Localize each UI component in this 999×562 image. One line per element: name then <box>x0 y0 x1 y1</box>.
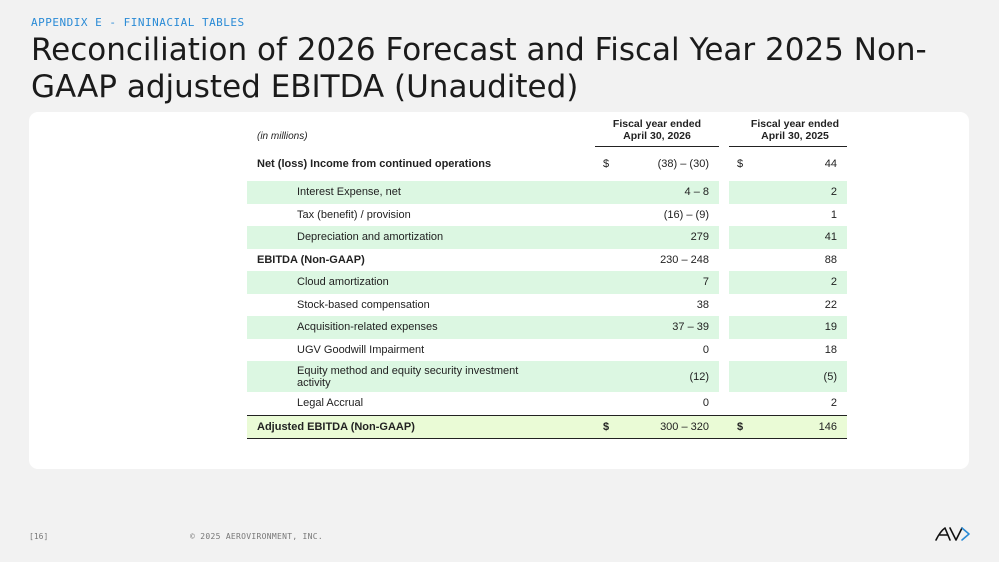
value-2025: 18 <box>824 343 837 356</box>
value-2026: 37 – 39 <box>629 316 719 339</box>
eyebrow-label: APPENDIX E - FININACIAL TABLES <box>31 16 245 29</box>
value-2026: 0 <box>702 343 709 356</box>
row-label: Stock-based compensation <box>297 298 430 311</box>
row-label: Equity method and equity security invest… <box>247 361 595 392</box>
page-title: Reconciliation of 2026 Forecast and Fisc… <box>31 32 927 105</box>
currency-symbol: $ <box>595 414 629 439</box>
reconciliation-table: (in millions) Fiscal year ended April 30… <box>247 118 847 439</box>
value-2025: 44 <box>824 158 837 170</box>
table-row: Depreciation and amortization 279 41 <box>247 226 847 249</box>
row-label: EBITDA (Non-GAAP) <box>257 253 365 266</box>
row-label: Depreciation and amortization <box>247 226 595 249</box>
table-row: UGV Goodwill Impairment 0 18 <box>247 339 847 362</box>
table-row: Tax (benefit) / provision (16) – (9) 1 <box>247 204 847 227</box>
value-2026: (38) – (30) <box>657 158 709 170</box>
value-2025: 88 <box>824 253 837 266</box>
table-row: Acquisition-related expenses 37 – 39 19 <box>247 316 847 339</box>
table-row: Net (loss) Income from continued operati… <box>247 147 847 182</box>
value-2026: (12) <box>629 361 719 392</box>
value-2025: 1 <box>830 208 837 221</box>
units-label: (in millions) <box>257 130 308 142</box>
row-label: Interest Expense, net <box>247 181 595 204</box>
row-label: Legal Accrual <box>297 397 364 410</box>
currency-symbol: $ <box>737 158 744 170</box>
table-card: (in millions) Fiscal year ended April 30… <box>29 112 969 469</box>
value-2026: 4 – 8 <box>629 181 719 204</box>
row-label: Tax (benefit) / provision <box>297 208 411 221</box>
row-label: Cloud amortization <box>247 271 595 294</box>
table-row-total: Adjusted EBITDA (Non-GAAP) $ 300 – 320 $… <box>247 414 847 439</box>
col2-header: Fiscal year ended April 30, 2025 <box>729 118 847 147</box>
table-row: Cloud amortization 7 2 <box>247 271 847 294</box>
value-2025: 41 <box>757 226 847 249</box>
value-2025: 2 <box>757 181 847 204</box>
value-2025: 2 <box>757 271 847 294</box>
row-label: Acquisition-related expenses <box>247 316 595 339</box>
table-row: EBITDA (Non-GAAP) 230 – 248 88 <box>247 249 847 272</box>
row-label: Adjusted EBITDA (Non-GAAP) <box>247 414 595 439</box>
value-2025: 22 <box>824 298 837 311</box>
value-2025: (5) <box>757 361 847 392</box>
row-label: Net (loss) Income from continued operati… <box>257 157 492 170</box>
value-2025: 19 <box>757 316 847 339</box>
table-row: Interest Expense, net 4 – 8 2 <box>247 181 847 204</box>
av-logo-icon <box>935 527 970 541</box>
copyright-text: © 2025 AEROVIRONMENT, INC. <box>190 532 324 541</box>
table-header-row: (in millions) Fiscal year ended April 30… <box>247 118 847 147</box>
value-2026: 300 – 320 <box>629 414 719 439</box>
value-2026: 279 <box>629 226 719 249</box>
value-2026: 230 – 248 <box>660 253 709 266</box>
table-row: Legal Accrual 0 2 <box>247 392 847 415</box>
value-2026: 0 <box>702 397 709 410</box>
currency-symbol: $ <box>603 158 610 170</box>
col1-header: Fiscal year ended April 30, 2026 <box>595 118 719 147</box>
page-number: [16] <box>29 532 49 541</box>
value-2026: (16) – (9) <box>663 208 709 221</box>
row-label: UGV Goodwill Impairment <box>297 343 425 356</box>
value-2025: 146 <box>757 414 847 439</box>
value-2026: 38 <box>696 298 709 311</box>
currency-symbol: $ <box>729 414 757 439</box>
value-2025: 2 <box>830 397 837 410</box>
table-row: Stock-based compensation 38 22 <box>247 294 847 317</box>
value-2026: 7 <box>629 271 719 294</box>
table-row: Equity method and equity security invest… <box>247 361 847 392</box>
